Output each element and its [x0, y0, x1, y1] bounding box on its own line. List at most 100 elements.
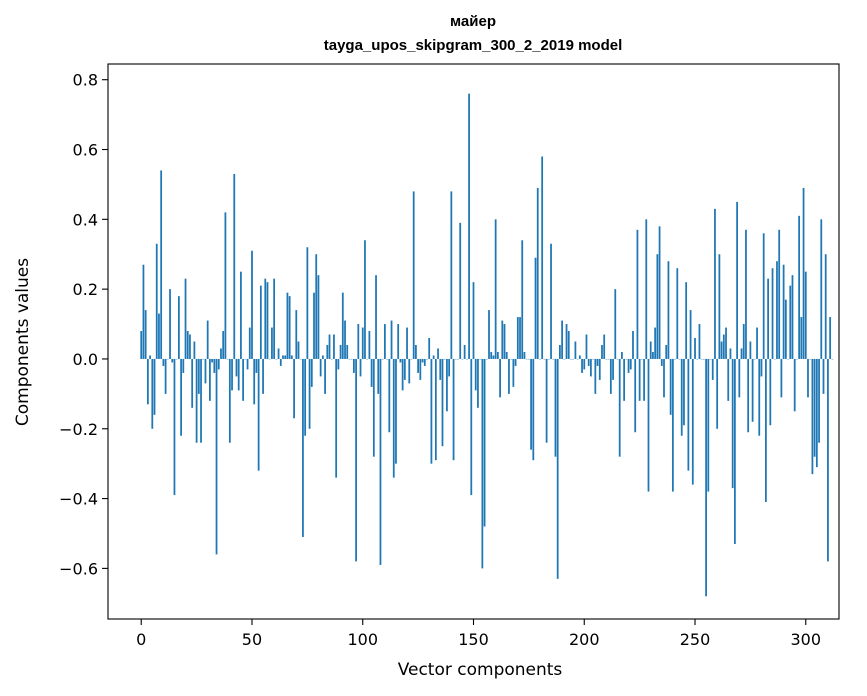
- bar-207: [598, 358, 601, 380]
- bar-100: [361, 327, 364, 359]
- bar-32: [211, 358, 213, 363]
- bar-255: [705, 358, 707, 597]
- bar-202: [587, 358, 590, 366]
- bar-247: [687, 358, 690, 471]
- bar-1: [142, 264, 145, 359]
- bar-233: [656, 254, 659, 359]
- y-axis-label: Components values: [13, 258, 33, 426]
- bar-116: [397, 324, 400, 359]
- x-axis-label: Vector components: [398, 660, 563, 680]
- bar-275: [749, 341, 752, 359]
- bar-289: [780, 358, 783, 398]
- bar-38: [224, 212, 227, 359]
- bar-29: [204, 358, 207, 384]
- bar-77: [310, 358, 313, 387]
- bar-307: [820, 219, 823, 359]
- bar-262: [720, 341, 723, 359]
- bar-161: [496, 351, 499, 359]
- bar-10: [162, 358, 165, 366]
- bar-235: [660, 358, 663, 366]
- bar-3: [146, 358, 149, 405]
- bar-183: [545, 358, 548, 443]
- bar-200: [583, 358, 586, 370]
- bar-99: [359, 358, 362, 377]
- bar-239: [669, 358, 672, 415]
- bar-301: [807, 358, 809, 398]
- bar-26: [197, 358, 200, 394]
- bar-168: [512, 358, 515, 387]
- bar-18: [180, 358, 182, 436]
- bar-165: [505, 351, 508, 359]
- bar-246: [685, 282, 688, 359]
- bar-127: [421, 358, 424, 363]
- bar-11: [164, 358, 167, 394]
- bar-126: [419, 358, 422, 380]
- bar-78: [313, 292, 315, 359]
- y-ticks: −0.6 −0.4 −0.2 0.0 0.2 0.4 0.6 0.8: [59, 71, 108, 578]
- bar-294: [791, 275, 794, 359]
- bar-140: [450, 191, 453, 359]
- chart-title-line1: майер: [450, 13, 496, 30]
- bar-287: [776, 261, 778, 359]
- bar-106: [375, 275, 377, 359]
- bar-55: [262, 358, 264, 394]
- bar-244: [680, 358, 683, 436]
- bar-65: [284, 355, 287, 359]
- bar-79: [315, 254, 318, 359]
- bar-88: [335, 358, 338, 478]
- bar-242: [676, 268, 679, 359]
- bar-30: [206, 320, 209, 359]
- bar-74: [304, 358, 307, 436]
- bar-50: [251, 250, 253, 359]
- bar-308: [822, 358, 825, 394]
- bar-306: [818, 358, 820, 443]
- bar-209: [603, 334, 606, 359]
- bar-25: [195, 358, 198, 443]
- bar-217: [621, 351, 623, 359]
- bar-36: [220, 348, 222, 359]
- bar-45: [240, 271, 242, 359]
- x-tick-label: 200: [569, 630, 600, 649]
- bar-60: [273, 278, 276, 359]
- bar-160: [494, 219, 497, 359]
- bar-43: [235, 358, 238, 377]
- bar-188: [556, 358, 559, 579]
- bar-187: [554, 358, 557, 457]
- bar-27: [200, 358, 202, 443]
- bar-283: [767, 278, 770, 359]
- bar-169: [514, 358, 517, 366]
- bar-101: [364, 240, 366, 359]
- bar-97: [355, 358, 357, 562]
- bar-272: [742, 324, 745, 359]
- bar-21: [186, 331, 189, 359]
- bar-92: [344, 320, 346, 359]
- y-tick-label: −0.2: [59, 420, 98, 439]
- y-tick-label: −0.4: [59, 490, 98, 509]
- bar-132: [432, 355, 435, 359]
- bar-93: [346, 344, 349, 359]
- bar-291: [784, 299, 787, 359]
- bar-266: [729, 348, 732, 359]
- bar-201: [585, 334, 588, 359]
- bar-164: [503, 324, 506, 359]
- bar-220: [627, 358, 630, 373]
- bar-157: [488, 310, 490, 359]
- bar-91: [341, 292, 344, 359]
- bar-181: [541, 156, 544, 359]
- bar-31: [209, 358, 211, 401]
- bar-268: [734, 358, 736, 544]
- bar-281: [762, 233, 765, 359]
- bar-176: [530, 358, 532, 450]
- bar-300: [804, 271, 807, 359]
- bar-123: [412, 191, 415, 359]
- bar-199: [581, 358, 583, 373]
- x-tick-label: 50: [242, 630, 262, 649]
- bar-5: [151, 358, 154, 429]
- bar-104: [370, 358, 373, 387]
- bar-240: [671, 358, 674, 492]
- bar-309: [824, 254, 827, 359]
- bar-154: [481, 358, 484, 569]
- bar-232: [654, 327, 657, 359]
- bar-105: [372, 358, 375, 457]
- bar-213: [612, 358, 614, 380]
